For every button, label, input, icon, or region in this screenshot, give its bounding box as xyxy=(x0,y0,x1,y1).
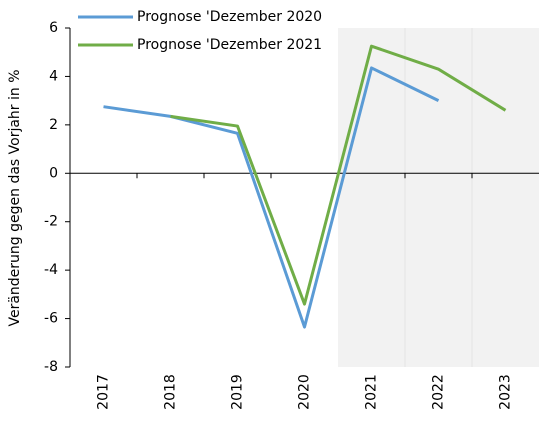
x-tick-label: 2017 xyxy=(96,374,112,410)
y-tick-label: 0 xyxy=(49,165,58,181)
y-tick-label: 2 xyxy=(49,117,58,133)
series-line xyxy=(103,66,440,329)
legend-label: Prognose 'Dezember 2020 xyxy=(137,9,322,25)
legend-label: Prognose 'Dezember 2021 xyxy=(137,37,322,53)
y-tick-label: 6 xyxy=(49,20,58,36)
x-tick-label: 2020 xyxy=(297,374,313,410)
y-tick-label: -8 xyxy=(44,359,58,375)
y-tick-label: 4 xyxy=(49,68,58,84)
x-tick-label: 2019 xyxy=(230,374,246,410)
y-tick-label: -4 xyxy=(44,262,58,278)
x-tick-label: 2023 xyxy=(498,374,514,410)
y-axis-label: Veränderung gegen das Vorjahr in % xyxy=(7,69,23,326)
series-line xyxy=(170,44,507,306)
x-tick-label: 2018 xyxy=(163,374,179,410)
x-tick-label: 2022 xyxy=(431,374,447,410)
forecast-shade xyxy=(338,28,539,367)
x-tick-label: 2021 xyxy=(364,374,380,410)
y-tick-label: -2 xyxy=(44,214,58,230)
y-tick-label: -6 xyxy=(44,311,58,327)
